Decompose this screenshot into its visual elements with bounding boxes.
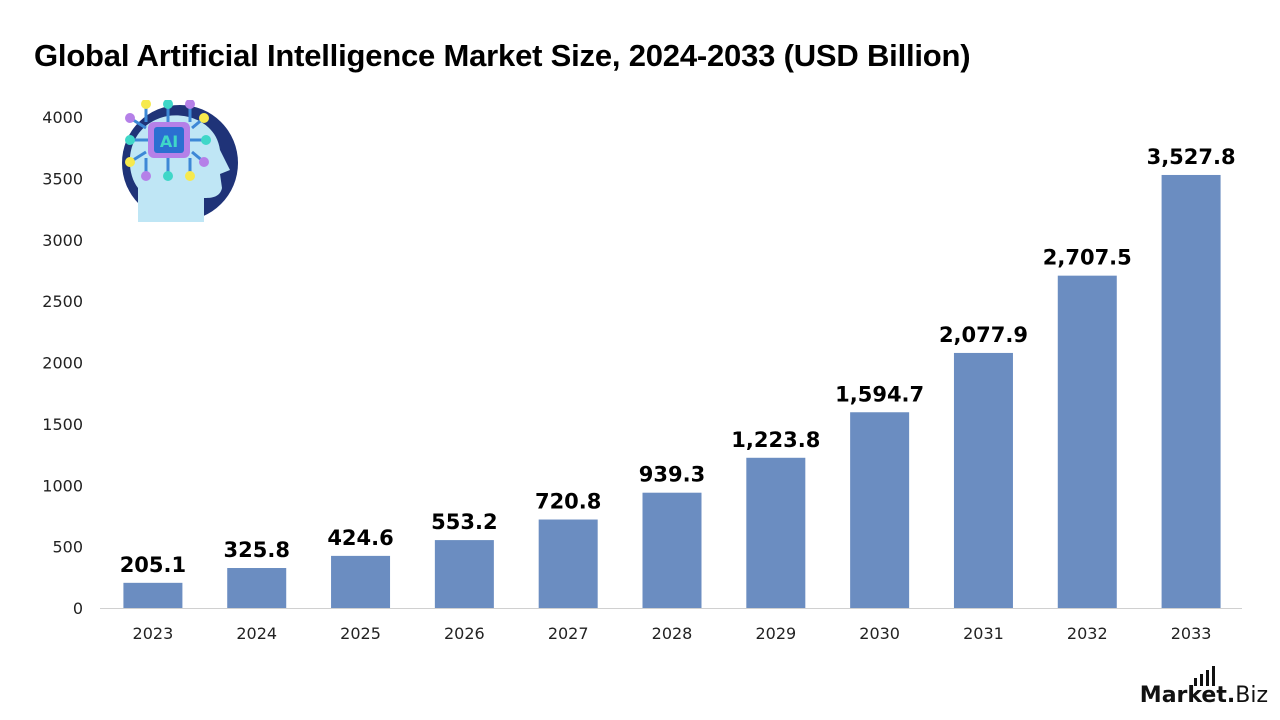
x-tick-label: 2027 xyxy=(548,624,589,643)
value-label: 2,707.5 xyxy=(1043,246,1132,270)
value-label: 424.6 xyxy=(327,526,393,550)
x-tick-label: 2031 xyxy=(963,624,1004,643)
x-tick-label: 2024 xyxy=(236,624,277,643)
x-tick-label: 2033 xyxy=(1171,624,1212,643)
y-tick-label: 2500 xyxy=(42,292,83,311)
brand-icon xyxy=(1114,666,1215,708)
bar-2025 xyxy=(331,555,391,608)
y-tick-label: 4000 xyxy=(42,108,83,127)
bar-2033 xyxy=(1161,174,1221,608)
y-axis: 0 500 1000 1500 2000 2500 3000 3500 4000 xyxy=(42,108,83,618)
brand-sub: Biz xyxy=(1235,683,1268,708)
y-tick-label: 1000 xyxy=(42,476,83,495)
bar-2028 xyxy=(642,492,702,608)
value-label: 325.8 xyxy=(224,538,290,562)
y-tick-label: 0 xyxy=(73,599,83,618)
brand-dot: . xyxy=(1226,683,1236,708)
x-tick-label: 2025 xyxy=(340,624,381,643)
x-tick-label: 2028 xyxy=(652,624,693,643)
x-tick-label: 2029 xyxy=(755,624,796,643)
bars xyxy=(123,174,1221,608)
value-labels: 205.1 325.8 424.6 553.2 720.8 939.3 1,223.8 1,5… xyxy=(120,145,1236,577)
x-tick-label: 2032 xyxy=(1067,624,1108,643)
value-label: 205.1 xyxy=(120,553,186,577)
bar-2031 xyxy=(953,352,1013,608)
x-tick-label: 2023 xyxy=(133,624,174,643)
brand-main: Market xyxy=(1139,683,1227,708)
logo-text: AI xyxy=(160,132,178,151)
y-tick-label: 500 xyxy=(52,538,83,557)
x-axis: 2023 2024 2025 2026 2027 2028 2029 2030 2031 2032… xyxy=(133,624,1212,643)
x-tick-label: 2030 xyxy=(859,624,900,643)
y-tick-label: 2000 xyxy=(42,354,83,373)
y-tick-label: 1500 xyxy=(42,415,83,434)
x-tick-label: 2026 xyxy=(444,624,485,643)
chart-title: Global Artificial Intelligence Market Si… xyxy=(34,38,971,73)
value-label: 1,223.8 xyxy=(731,428,820,452)
bar-2030 xyxy=(850,412,910,608)
ai-head-logo: AI xyxy=(122,100,238,222)
brand-logo: Market.Biz xyxy=(1114,666,1268,708)
value-label: 2,077.9 xyxy=(939,323,1028,347)
value-label: 3,527.8 xyxy=(1147,145,1236,169)
bar-2024 xyxy=(227,568,287,608)
bar-2032 xyxy=(1057,275,1117,608)
value-label: 939.3 xyxy=(639,463,705,487)
bar-2029 xyxy=(746,457,806,608)
value-label: 553.2 xyxy=(431,510,497,534)
value-label: 1,594.7 xyxy=(835,382,924,406)
y-tick-label: 3000 xyxy=(42,231,83,250)
y-tick-label: 3500 xyxy=(42,169,83,188)
value-label: 720.8 xyxy=(535,490,601,514)
bar-2027 xyxy=(538,519,598,608)
bar-2023 xyxy=(123,582,183,608)
bar-2026 xyxy=(434,540,494,608)
